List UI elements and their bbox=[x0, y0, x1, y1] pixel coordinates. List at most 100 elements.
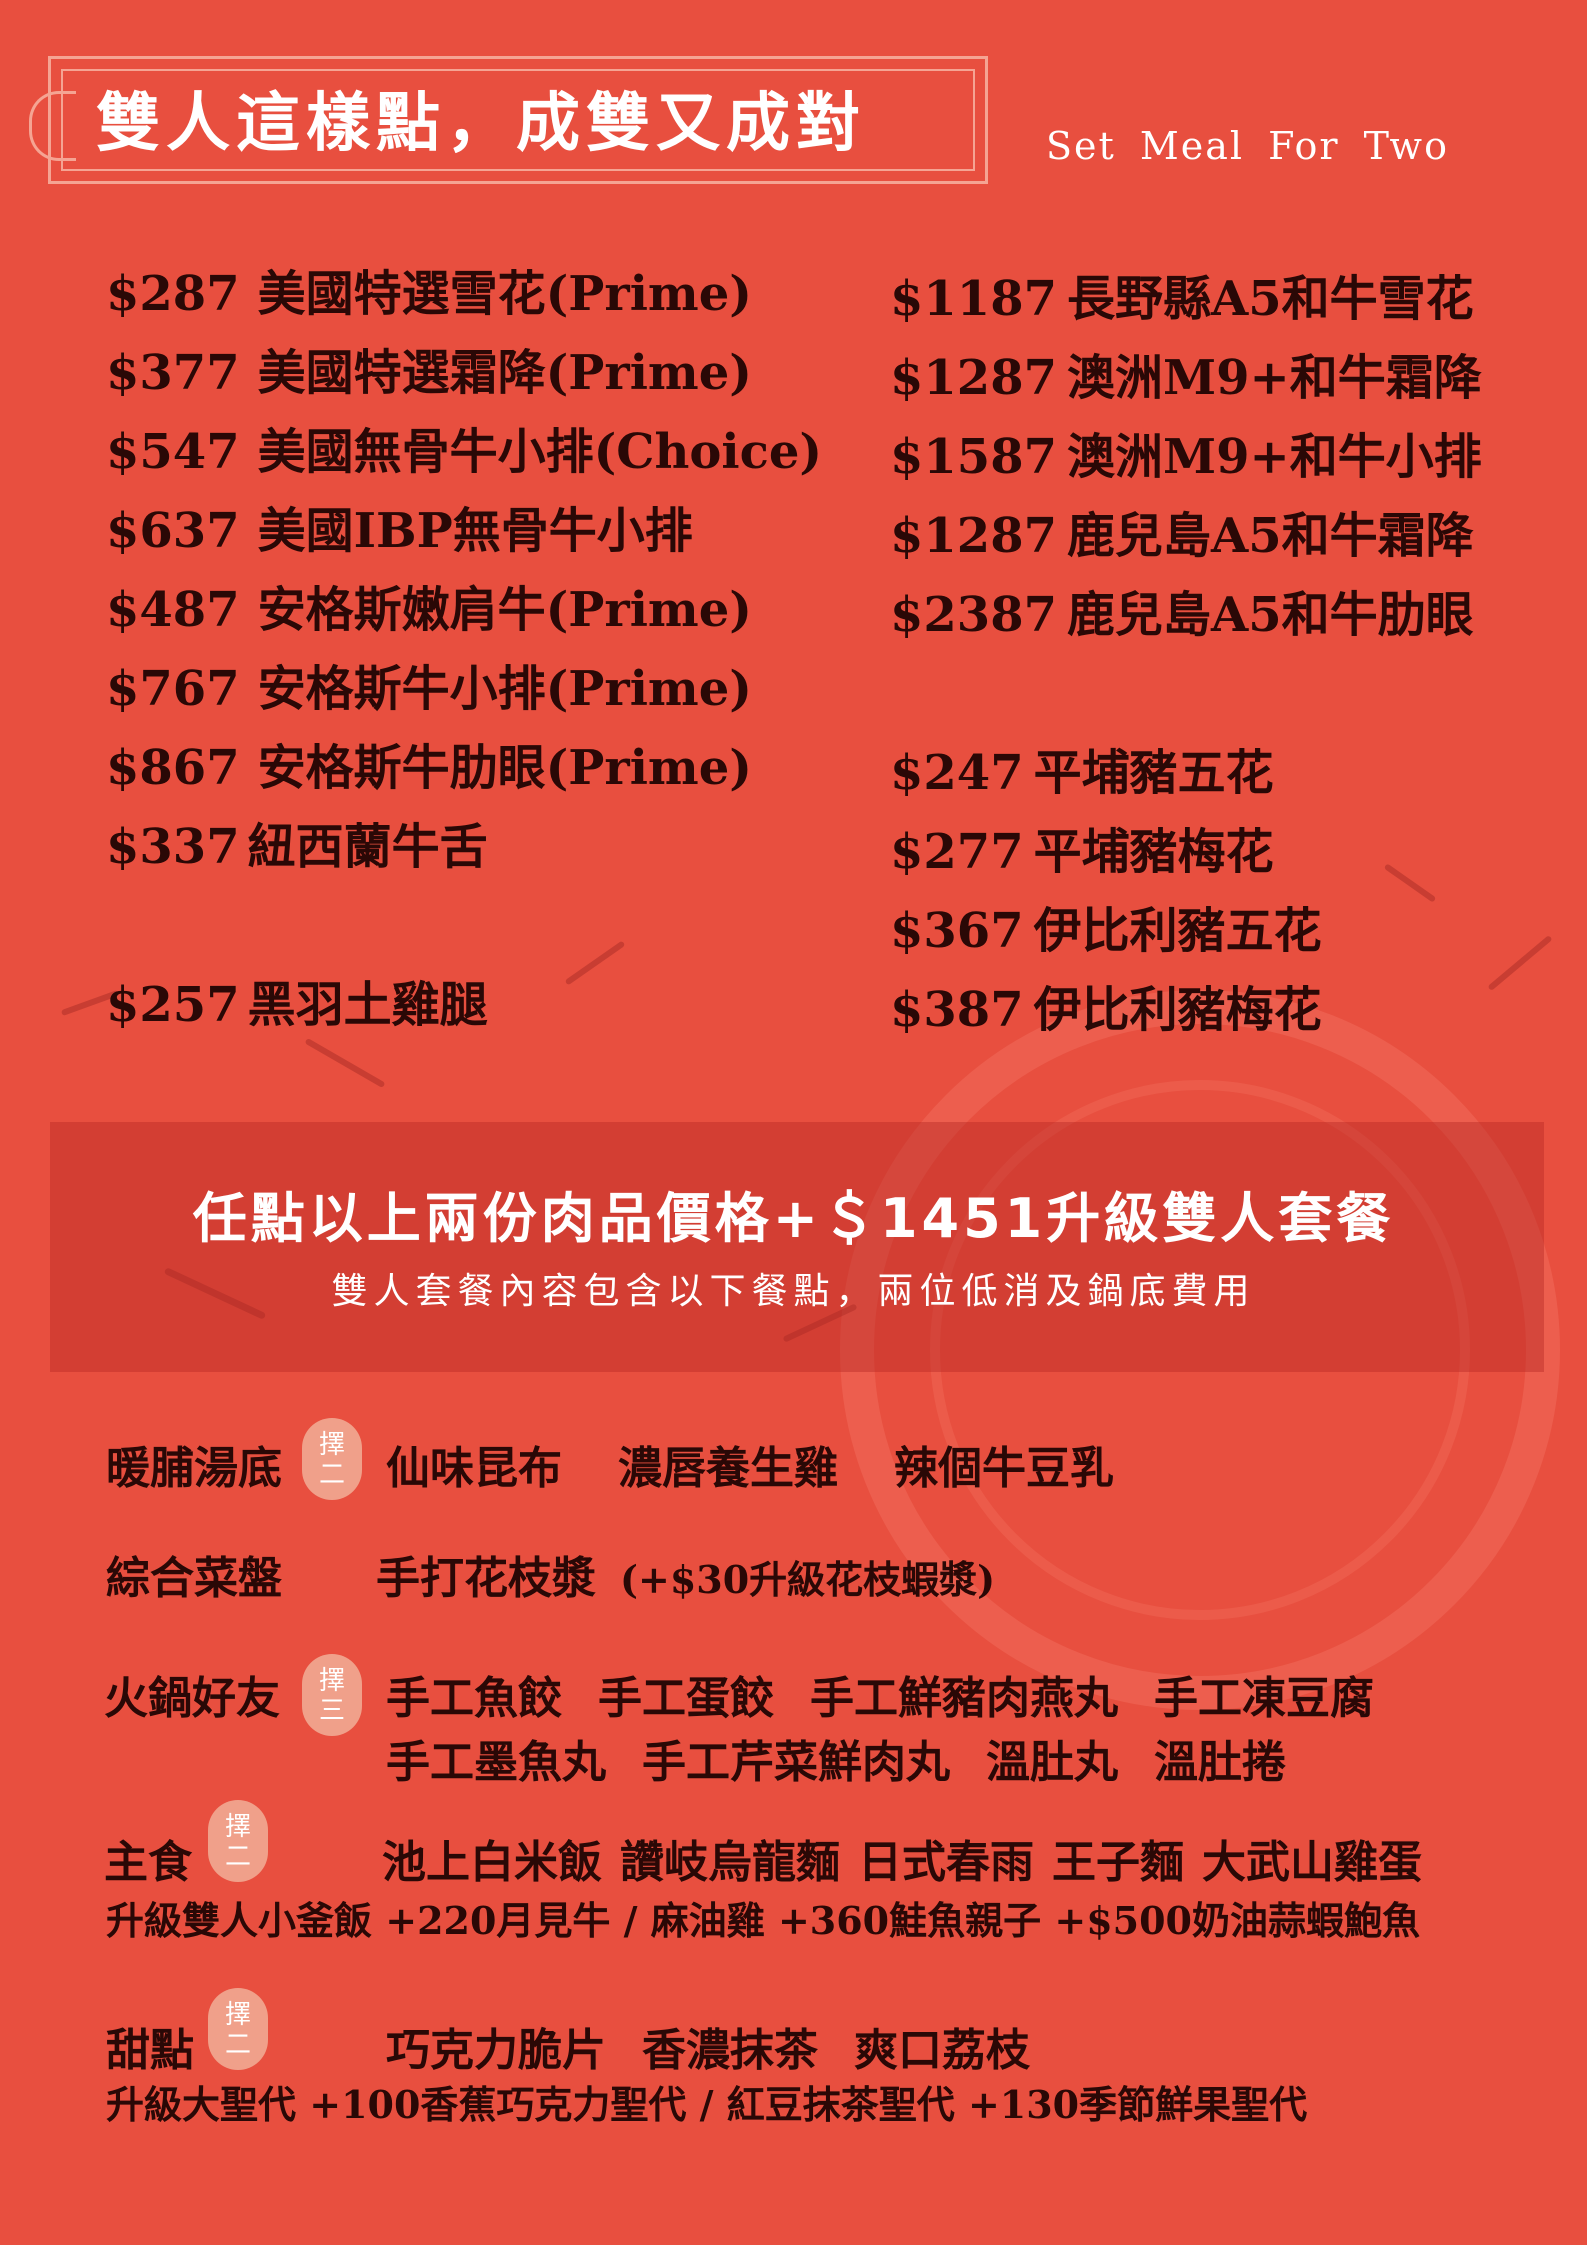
item-name: 伊比利豬五花 bbox=[1033, 903, 1322, 959]
veg-item: 手打花枝漿 (+$30升級花枝蝦漿) bbox=[376, 1542, 995, 1606]
soup-option: 仙味昆布 bbox=[386, 1443, 562, 1494]
item-price: $767 bbox=[106, 661, 240, 717]
staple-label: 主食 bbox=[104, 1837, 192, 1888]
hotpot-option: 手工鮮豬肉燕丸 bbox=[810, 1673, 1118, 1724]
brush-mark bbox=[304, 1037, 386, 1089]
soup-option: 濃唇養生雞 bbox=[618, 1443, 838, 1494]
page-subtitle: Set Meal For Two bbox=[1046, 124, 1449, 168]
item-name: 美國IBP無骨牛小排 bbox=[257, 503, 693, 559]
menu-item: $257 黑羽土雞腿 bbox=[106, 977, 488, 1033]
menu-item: $767 安格斯牛小排(Prime) bbox=[106, 661, 752, 717]
item-name: 澳洲M9+和牛霜降 bbox=[1067, 350, 1482, 406]
item-price: $277 bbox=[890, 824, 1024, 880]
item-name: 美國特選雪花(Prime) bbox=[257, 266, 752, 322]
menu-item: $367 伊比利豬五花 bbox=[890, 903, 1322, 959]
item-price: $2387 bbox=[890, 587, 1057, 643]
menu-item: $1287 澳洲M9+和牛霜降 bbox=[890, 350, 1482, 406]
menu-item: $247 平埔豬五花 bbox=[890, 745, 1274, 801]
item-name: 伊比利豬梅花 bbox=[1033, 982, 1322, 1038]
menu-item: $1287 鹿兒島A5和牛霜降 bbox=[890, 508, 1474, 564]
brush-mark bbox=[1383, 863, 1437, 903]
choose-badge: 擇二 bbox=[208, 1800, 268, 1882]
choose-badge: 擇二 bbox=[302, 1418, 362, 1500]
menu-item: $867 安格斯牛肋眼(Prime) bbox=[106, 740, 752, 796]
staple-option: 日式春雨 bbox=[858, 1837, 1034, 1888]
hotpot-options-row1: 手工魚餃 手工蛋餃 手工鮮豬肉燕丸 手工凍豆腐 bbox=[386, 1662, 1374, 1726]
staple-option: 王子麵 bbox=[1052, 1837, 1184, 1888]
veg-option: 手打花枝漿 bbox=[376, 1553, 596, 1604]
hotpot-option: 溫肚捲 bbox=[1154, 1737, 1286, 1788]
choose-badge: 擇三 bbox=[302, 1654, 362, 1736]
banner-subline: 雙人套餐內容包含以下餐點，兩位低消及鍋底費用 bbox=[331, 1271, 1256, 1312]
veg-label: 綜合菜盤 bbox=[106, 1553, 282, 1604]
title-frame bbox=[29, 56, 988, 184]
item-price: $367 bbox=[890, 903, 1024, 959]
hotpot-option: 手工凍豆腐 bbox=[1154, 1673, 1374, 1724]
choose-badge: 擇二 bbox=[208, 1988, 268, 2070]
item-name: 安格斯牛肋眼(Prime) bbox=[257, 740, 752, 796]
item-price: $337 bbox=[106, 819, 240, 875]
item-price: $247 bbox=[890, 745, 1024, 801]
staple-option: 大武山雞蛋 bbox=[1202, 1837, 1422, 1888]
item-name: 鹿兒島A5和牛霜降 bbox=[1067, 508, 1474, 564]
menu-item: $2387 鹿兒島A5和牛肋眼 bbox=[890, 587, 1474, 643]
dessert-upgrade: 升級大聖代 +100香蕉巧克力聖代 / 紅豆抹茶聖代 +130季節鮮果聖代 bbox=[106, 2082, 1308, 2127]
dessert-label: 甜點 bbox=[106, 2025, 194, 2076]
dessert-option: 巧克力脆片 bbox=[386, 2025, 606, 2076]
item-name: 安格斯嫩肩牛(Prime) bbox=[257, 582, 752, 638]
hotpot-options-row2: 手工墨魚丸 手工芹菜鮮肉丸 溫肚丸 溫肚捲 bbox=[386, 1726, 1286, 1790]
item-name: 澳洲M9+和牛小排 bbox=[1067, 429, 1482, 485]
staple-option: 池上白米飯 bbox=[382, 1837, 602, 1888]
item-price: $547 bbox=[106, 424, 240, 480]
hotpot-label: 火鍋好友 bbox=[104, 1673, 280, 1724]
dessert-options: 巧克力脆片 香濃抹茶 爽口荔枝 bbox=[386, 2014, 1030, 2078]
item-name: 美國無骨牛小排(Choice) bbox=[257, 424, 823, 480]
page-title: 雙人這樣點，成雙又成對 bbox=[96, 87, 866, 161]
item-price: $637 bbox=[106, 503, 240, 559]
item-price: $1587 bbox=[890, 429, 1057, 485]
hotpot-option: 手工芹菜鮮肉丸 bbox=[642, 1737, 950, 1788]
item-price: $287 bbox=[106, 266, 240, 322]
brush-mark bbox=[1487, 934, 1553, 992]
item-price: $867 bbox=[106, 740, 240, 796]
item-name: 平埔豬五花 bbox=[1033, 745, 1274, 801]
banner-headline: 任點以上兩份肉品價格+＄1451升級雙人套餐 bbox=[192, 1187, 1395, 1250]
menu-item: $277 平埔豬梅花 bbox=[890, 824, 1274, 880]
item-price: $387 bbox=[890, 982, 1024, 1038]
menu-item: $1587 澳洲M9+和牛小排 bbox=[890, 429, 1482, 485]
staple-option: 讚岐烏龍麵 bbox=[620, 1837, 840, 1888]
menu-item: $287 美國特選雪花(Prime) bbox=[106, 266, 752, 322]
item-name: 鹿兒島A5和牛肋眼 bbox=[1067, 587, 1474, 643]
item-name: 長野縣A5和牛雪花 bbox=[1067, 271, 1474, 327]
item-price: $1287 bbox=[890, 350, 1057, 406]
brush-mark bbox=[564, 940, 626, 986]
promo-banner bbox=[50, 1122, 1544, 1372]
menu-item: $377 美國特選霜降(Prime) bbox=[106, 345, 752, 401]
hotpot-option: 手工墨魚丸 bbox=[386, 1737, 606, 1788]
staple-upgrade: 升級雙人小釜飯 +220月見牛 / 麻油雞 +360鮭魚親子 +$500奶油蒜蝦… bbox=[106, 1898, 1420, 1943]
soup-label: 暖脯湯底 bbox=[106, 1443, 282, 1494]
item-name: 紐西蘭牛舌 bbox=[247, 819, 488, 875]
hotpot-option: 手工魚餃 bbox=[386, 1673, 562, 1724]
item-price: $487 bbox=[106, 582, 240, 638]
menu-item: $547 美國無骨牛小排(Choice) bbox=[106, 424, 822, 480]
item-price: $1187 bbox=[890, 271, 1057, 327]
item-price: $377 bbox=[106, 345, 240, 401]
soup-option: 辣個牛豆乳 bbox=[894, 1443, 1114, 1494]
staple-options: 池上白米飯 讚岐烏龍麵 日式春雨 王子麵 大武山雞蛋 bbox=[382, 1826, 1422, 1890]
dessert-option: 爽口荔枝 bbox=[854, 2025, 1030, 2076]
item-price: $257 bbox=[106, 977, 240, 1033]
item-name: 平埔豬梅花 bbox=[1033, 824, 1274, 880]
item-name: 安格斯牛小排(Prime) bbox=[257, 661, 752, 717]
menu-item: $487 安格斯嫩肩牛(Prime) bbox=[106, 582, 752, 638]
item-name: 美國特選霜降(Prime) bbox=[257, 345, 752, 401]
menu-item: $337 紐西蘭牛舌 bbox=[106, 819, 488, 875]
menu-item: $637 美國IBP無骨牛小排 bbox=[106, 503, 693, 559]
item-name: 黑羽土雞腿 bbox=[247, 977, 488, 1033]
soup-options: 仙味昆布 濃唇養生雞 辣個牛豆乳 bbox=[386, 1432, 1114, 1496]
veg-note: (+$30升級花枝蝦漿) bbox=[620, 1557, 996, 1602]
hotpot-option: 溫肚丸 bbox=[986, 1737, 1118, 1788]
menu-item: $1187 長野縣A5和牛雪花 bbox=[890, 271, 1474, 327]
dessert-option: 香濃抹茶 bbox=[642, 2025, 818, 2076]
menu-item: $387 伊比利豬梅花 bbox=[890, 982, 1322, 1038]
